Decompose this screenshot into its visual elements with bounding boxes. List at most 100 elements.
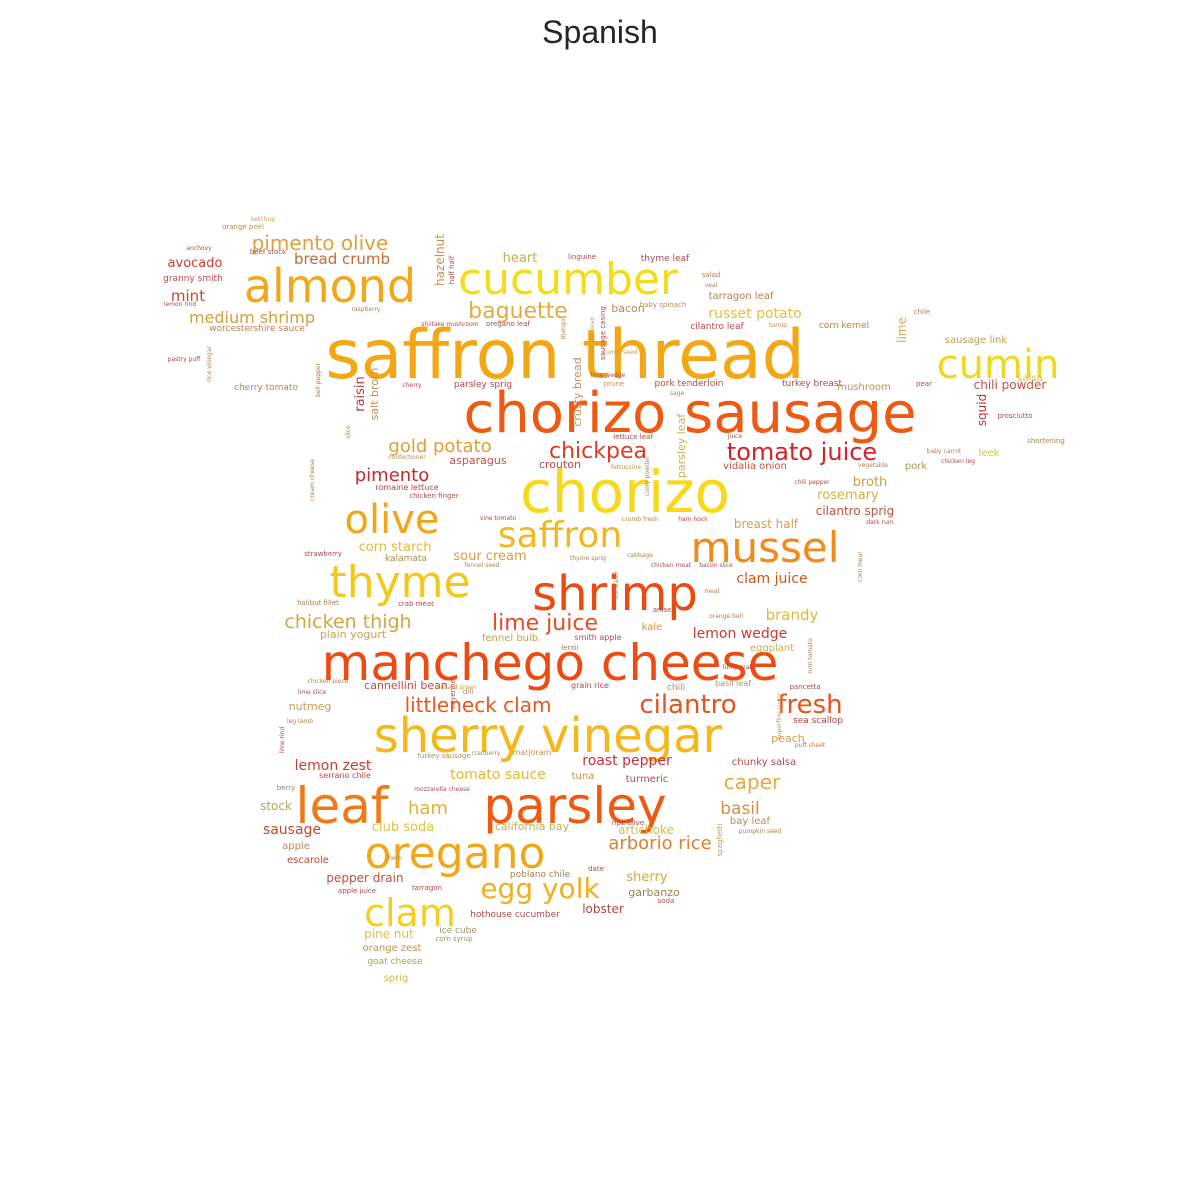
word-bread-crumb: bread crumb xyxy=(294,250,390,268)
word-crusty-bread: crusty bread xyxy=(571,357,584,426)
word-stock: stock xyxy=(260,799,292,813)
word-egg-yolk: egg yolk xyxy=(480,872,600,905)
word-tuna: tuna xyxy=(572,771,595,782)
word-slice: slice xyxy=(345,425,352,439)
word-baby-spinach: baby spinach xyxy=(640,301,687,309)
word-bacon-slice: bacon slice xyxy=(699,562,733,569)
word-nutmeg: nutmeg xyxy=(289,700,332,713)
word-vanilla-bean: vanilla bean xyxy=(589,317,596,354)
word-saffron: saffron xyxy=(498,515,622,556)
word-chicken-leg: chicken leg xyxy=(941,458,975,465)
word-fresh: fresh xyxy=(777,690,842,720)
word-sherry: sherry xyxy=(626,870,667,885)
word-marjoram: marjoram xyxy=(512,748,551,757)
word-pumpkin-seed: pumpkin seed xyxy=(739,828,782,835)
word-tarragon-leaf: tarragon leaf xyxy=(709,291,774,302)
word-lime-wedge: lime wedge xyxy=(591,372,626,379)
word-tomato-juice: tomato juice xyxy=(727,438,877,466)
word-turnip: turnip xyxy=(769,322,787,329)
word-garbanzo: garbanzo xyxy=(628,886,680,899)
word-mint: mint xyxy=(171,287,205,305)
word-lemon-zest: lemon zest xyxy=(295,758,372,774)
word-pimento: pimento xyxy=(355,465,430,486)
word-basil-leaf: basil leaf xyxy=(715,679,751,688)
word-cannellini-bean: cannellini bean xyxy=(364,679,448,692)
word-vine-tomato: vine tomato xyxy=(480,515,517,522)
word-lemon-wedge: lemon wedge xyxy=(693,626,787,642)
word-sausage-link: sausage link xyxy=(945,335,1008,346)
word-herb: herb xyxy=(388,855,402,862)
word-salt-broth: salt broth xyxy=(368,368,381,421)
word-ice-cube: ice cube xyxy=(439,926,477,936)
word-dark-rum: dark rum xyxy=(866,519,894,526)
word-artichoke: artichoke xyxy=(618,823,674,837)
word-dill: dill xyxy=(463,688,473,696)
word-parsley-leaf: parsley leaf xyxy=(675,413,688,478)
word-brandy: brandy xyxy=(766,606,819,624)
word-crumb-fresh: crumb fresh xyxy=(622,516,658,523)
word-sausage-casing: sausage casing xyxy=(599,306,607,360)
word-sherry-vinegar: sherry vinegar xyxy=(374,708,723,764)
word-breast-half: breast half xyxy=(734,517,799,531)
word-roast-pepper: roast pepper xyxy=(582,753,672,769)
word-escarole: escarole xyxy=(287,855,329,866)
word-lime: lime xyxy=(895,317,909,343)
word-russet-potato: russet potato xyxy=(708,306,801,322)
word-cumin: cumin xyxy=(937,342,1060,388)
word-turmeric: turmeric xyxy=(626,774,668,785)
word-avocado: avocado xyxy=(168,256,223,271)
word-linguine: linguine xyxy=(568,253,596,261)
word-almond: almond xyxy=(244,259,416,313)
word-cilantro-leaf: cilantro leaf xyxy=(690,322,744,332)
word-raisin: raisin xyxy=(353,376,368,412)
word-salsa: salsa xyxy=(1017,373,1042,384)
word-thyme-leaf: thyme leaf xyxy=(641,254,690,264)
word-orange-zest: orange zest xyxy=(363,943,422,954)
word-confectioner: confectioner xyxy=(388,454,426,461)
word-medium-shrimp: medium shrimp xyxy=(189,308,315,327)
word-saffron-thread: saffron thread xyxy=(325,316,805,395)
word-cabbage: cabbage xyxy=(627,552,653,559)
word-oregano: oregano xyxy=(365,828,546,879)
word-chile: chile xyxy=(914,308,930,316)
word-club-soda: club soda xyxy=(372,820,434,835)
word-anise: anise xyxy=(653,606,672,614)
word-manchego-cheese: manchego cheese xyxy=(322,634,779,692)
word-ripe-olive: ripe olive xyxy=(612,819,644,827)
word-sea-scallop: sea scallop xyxy=(793,716,843,726)
word-raspberry: raspberry xyxy=(352,306,381,313)
word-arborio-rice: arborio rice xyxy=(608,833,711,854)
word-mushroom: mushroom xyxy=(837,382,891,393)
word-smith-apple: smith apple xyxy=(574,633,621,642)
word-grain-rice: grain rice xyxy=(571,681,609,690)
word-clam-juice: clam juice xyxy=(736,571,807,587)
word-thyme: thyme xyxy=(329,557,470,608)
word-halibut-fillet: halibut fillet xyxy=(297,599,339,607)
word-thyme-sprig: thyme sprig xyxy=(570,555,606,562)
word-ketchup: ketchup xyxy=(251,216,275,223)
word-poblano-chile: poblano chile xyxy=(510,870,571,880)
word-kalamata: kalamata xyxy=(385,554,427,564)
word-asparagus: asparagus xyxy=(449,454,506,467)
word-meat: meat xyxy=(704,588,720,595)
word-rosemary: rosemary xyxy=(817,488,879,503)
word-lime-rind: lime rind xyxy=(279,727,286,754)
word-cream-cheese: cream cheese xyxy=(309,459,316,501)
word-california-bay: california bay xyxy=(495,820,570,833)
word-pastry-puff: pastry puff xyxy=(168,356,202,363)
word-lentil: lentil xyxy=(561,644,578,652)
word-lobster: lobster xyxy=(582,902,624,916)
word-leaf: leaf xyxy=(296,777,390,835)
word-chili-powder: chili powder xyxy=(974,378,1047,392)
word-chili-pepper: chili pepper xyxy=(794,479,830,486)
word-romaine-lettuce: romaine lettuce xyxy=(375,483,438,492)
word-kale: kale xyxy=(642,622,663,633)
word-chicken-piece: chicken piece xyxy=(308,678,349,685)
word-peach: peach xyxy=(771,732,805,745)
word-tomato-sauce: tomato sauce xyxy=(450,767,546,783)
word-leek: leek xyxy=(979,448,1000,459)
word-beef-stock: beef stock xyxy=(250,248,287,256)
word-chicken-finger: chicken finger xyxy=(409,492,458,500)
word-orange-bell: orange bell xyxy=(709,613,743,620)
word-hothouse-cucumber: hothouse cucumber xyxy=(470,910,560,920)
